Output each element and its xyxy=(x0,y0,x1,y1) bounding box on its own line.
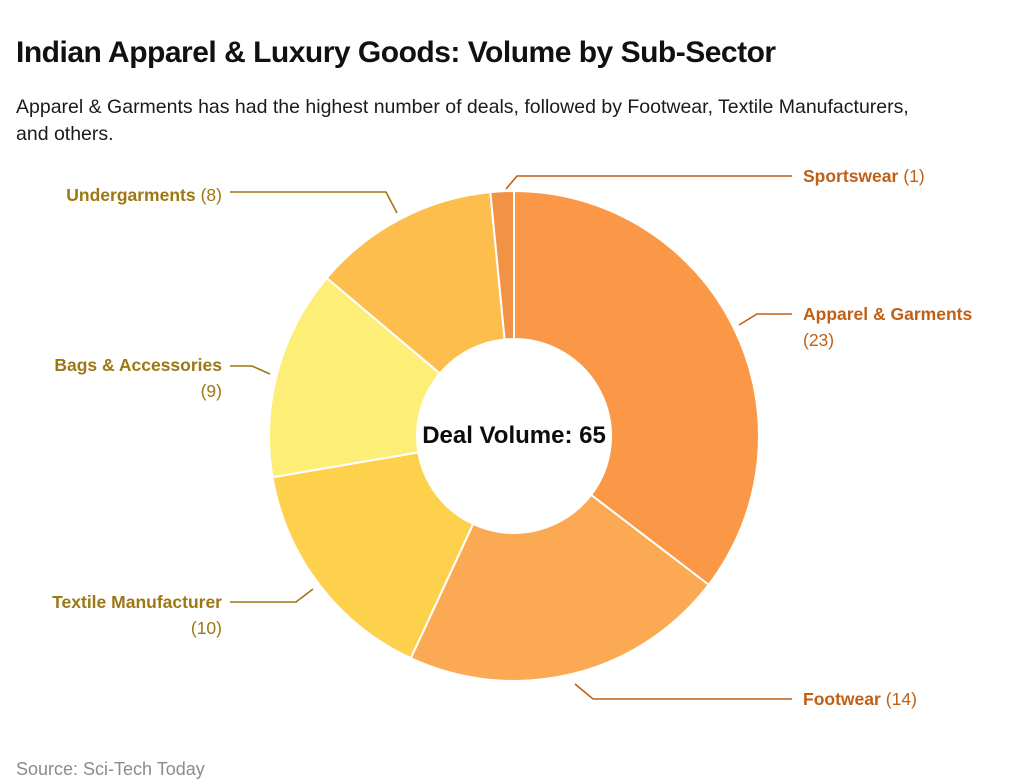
leader-line-footwear xyxy=(574,683,792,700)
slice-bags-accessories[interactable] xyxy=(268,277,441,479)
label-apparel-garments-value: (23) xyxy=(803,330,835,350)
slice-sportswear[interactable] xyxy=(489,189,515,341)
label-footwear-name: Footwear xyxy=(803,689,881,709)
label-undergarments: Undergarments (8) xyxy=(66,182,222,208)
leader-line-apparel-garments xyxy=(738,313,792,326)
slice-undergarments[interactable] xyxy=(325,191,506,375)
label-textile-manufacturer-value: (10) xyxy=(190,618,222,638)
label-bags-accessories-name: Bags & Accessories xyxy=(54,355,222,375)
leader-line-sportswear xyxy=(505,175,792,190)
label-undergarments-name: Undergarments xyxy=(66,185,196,205)
label-textile-manufacturer: Textile Manufacturer (10) xyxy=(52,589,222,641)
label-sportswear-value: (1) xyxy=(903,166,925,186)
chart-subtitle: Apparel & Garments has had the highest n… xyxy=(16,95,909,145)
label-footwear: Footwear (14) xyxy=(803,686,917,712)
chart-title: Indian Apparel & Luxury Goods: Volume by… xyxy=(16,36,776,70)
label-apparel-garments-name: Apparel & Garments xyxy=(803,304,973,324)
slice-apparel-garments[interactable] xyxy=(513,190,760,586)
leader-line-textile-manufacturer xyxy=(230,588,314,603)
slice-footwear[interactable] xyxy=(409,493,710,682)
leader-line-bags-accessories xyxy=(230,365,271,375)
label-footwear-value: (14) xyxy=(885,689,917,709)
label-bags-accessories-value: (9) xyxy=(200,381,222,401)
label-undergarments-value: (8) xyxy=(200,185,222,205)
slice-textile-manufacturer[interactable] xyxy=(271,451,475,660)
label-bags-accessories: Bags & Accessories (9) xyxy=(54,352,222,404)
donut-center-label: Deal Volume: 65 xyxy=(422,422,606,449)
label-sportswear-name: Sportswear xyxy=(803,166,899,186)
leader-line-undergarments xyxy=(230,191,398,214)
label-sportswear: Sportswear (1) xyxy=(803,163,925,189)
label-apparel-garments: Apparel & Garments (23) xyxy=(803,301,972,353)
label-textile-manufacturer-name: Textile Manufacturer xyxy=(52,592,222,612)
source-credit: Source: Sci-Tech Today xyxy=(16,759,205,779)
donut-slices xyxy=(268,189,760,682)
